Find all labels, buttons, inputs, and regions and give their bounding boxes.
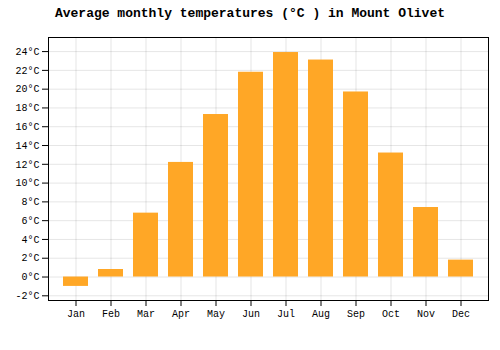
svg-text:May: May <box>207 309 225 320</box>
svg-text:Aug: Aug <box>312 309 330 320</box>
svg-text:12°C: 12°C <box>15 160 39 171</box>
svg-text:6°C: 6°C <box>21 216 39 227</box>
svg-text:16°C: 16°C <box>15 122 39 133</box>
svg-text:Sep: Sep <box>347 309 365 320</box>
svg-text:Jul: Jul <box>277 309 295 320</box>
svg-text:-2°C: -2°C <box>15 291 39 302</box>
svg-text:Mar: Mar <box>137 309 155 320</box>
svg-text:18°C: 18°C <box>15 103 39 114</box>
svg-text:Feb: Feb <box>102 309 120 320</box>
svg-text:2°C: 2°C <box>21 253 39 264</box>
svg-text:20°C: 20°C <box>15 84 39 95</box>
svg-text:Jan: Jan <box>67 309 85 320</box>
svg-text:Nov: Nov <box>417 309 435 320</box>
svg-text:Jun: Jun <box>242 309 260 320</box>
svg-text:Apr: Apr <box>172 309 190 320</box>
svg-text:Dec: Dec <box>452 309 470 320</box>
svg-text:0°C: 0°C <box>21 272 39 283</box>
svg-text:Oct: Oct <box>382 309 400 320</box>
svg-text:24°C: 24°C <box>15 47 39 58</box>
svg-text:10°C: 10°C <box>15 178 39 189</box>
svg-text:4°C: 4°C <box>21 235 39 246</box>
svg-text:8°C: 8°C <box>21 197 39 208</box>
html-text:Average monthly temperatures (: Average monthly temperatures (°C ) in Mo… <box>55 6 445 21</box>
svg-text:22°C: 22°C <box>15 66 39 77</box>
svg-text:14°C: 14°C <box>15 141 39 152</box>
